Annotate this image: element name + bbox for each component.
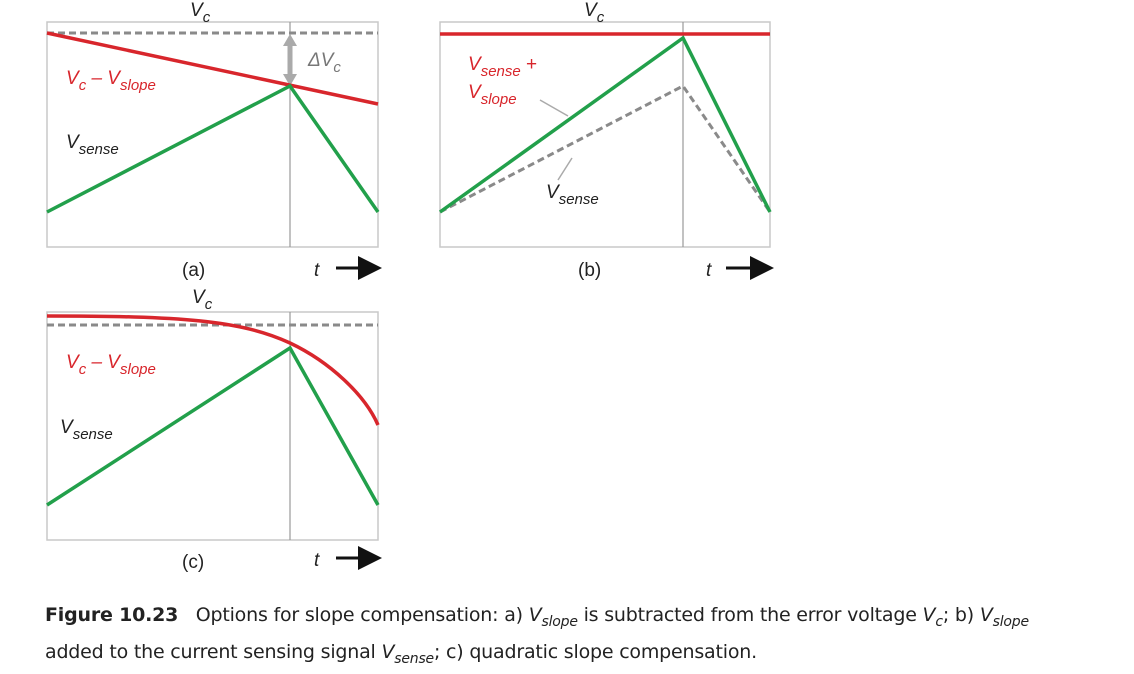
sense-label: Vsense (66, 132, 119, 158)
t: V (60, 417, 75, 438)
caption-text: Options for slope compensation: a) (195, 604, 529, 626)
t: V (190, 0, 205, 21)
caption-text: V (381, 640, 395, 663)
figure-caption: Figure 10.23 Options for slope compensat… (45, 600, 1029, 674)
sense-ramp (439, 84, 772, 214)
sense-plus-slope (438, 35, 772, 214)
sense-label: Vsense (60, 417, 113, 443)
t: c (203, 9, 211, 26)
delta-arrowheads (283, 34, 297, 86)
leader (557, 157, 573, 181)
t: – V (86, 68, 122, 89)
t: + (521, 54, 537, 75)
panel-b: Vc Vsense + Vslope Vsense (b) t (438, 0, 774, 281)
figure: Vc ΔVc Vc – Vslope Vsense (a) t Vc Vsens… (46, 0, 774, 573)
t: sense (79, 141, 119, 158)
t: V (546, 182, 561, 203)
t: c (597, 9, 605, 26)
caption-text: ; b) (942, 604, 980, 626)
caption-text: added to the current sensing signal (45, 640, 382, 663)
leader (539, 99, 569, 117)
time-label: t (314, 550, 320, 571)
sense-ramp (46, 83, 380, 214)
t: V (584, 0, 599, 21)
vc-label: Vc (584, 0, 605, 26)
time-label: t (314, 260, 320, 281)
panel-caption: (b) (578, 260, 601, 281)
caption-text: c (935, 613, 943, 630)
panel-caption: (c) (182, 552, 204, 573)
caption-text: V (528, 604, 542, 626)
t: V (468, 54, 483, 75)
vc-label: Vc (192, 287, 213, 313)
caption-text: sense (394, 650, 434, 667)
difference-label: Vc – Vslope (66, 68, 156, 94)
t: c (79, 361, 87, 378)
compensated-vc (46, 31, 379, 106)
caption-text: V (922, 604, 936, 626)
delta-label: ΔVc (307, 50, 341, 76)
t: slope (481, 91, 517, 108)
frame (46, 21, 379, 248)
frame (46, 311, 379, 541)
difference-label: Vc – Vslope (66, 352, 156, 378)
t: V (468, 82, 483, 103)
panel-a: Vc ΔVc Vc – Vslope Vsense (a) t (46, 0, 382, 281)
t: c (79, 77, 87, 94)
t: V (66, 68, 81, 89)
t: slope (120, 77, 156, 94)
t: sense (559, 191, 599, 208)
vc-label: Vc (190, 0, 211, 26)
t: c (333, 59, 341, 76)
caption-text: ; c) quadratic slope compensation. (433, 640, 757, 663)
caption-text: is subtracted from the error voltage (577, 604, 923, 626)
panel-caption: (a) (182, 260, 205, 281)
caption-text: V (979, 604, 993, 626)
t: sense (481, 63, 521, 80)
t: slope (120, 361, 156, 378)
t: ΔV (307, 50, 336, 71)
figure-number: Figure 10.23 (45, 604, 179, 626)
t: c (205, 296, 213, 313)
sum-label: Vsense + Vslope (468, 54, 537, 108)
caption-text: slope (541, 613, 578, 630)
sense-label: Vsense (546, 182, 599, 208)
t: V (192, 287, 207, 308)
panel-c: Vc Vc – Vslope Vsense (c) t (46, 287, 382, 573)
t: V (66, 352, 81, 373)
t: sense (73, 426, 113, 443)
t: – V (86, 352, 122, 373)
time-label: t (706, 260, 712, 281)
frame (439, 21, 771, 248)
sense-ramp (46, 345, 380, 507)
compensated-vc (46, 314, 380, 426)
t: V (66, 132, 81, 153)
caption-text: slope (992, 613, 1029, 630)
